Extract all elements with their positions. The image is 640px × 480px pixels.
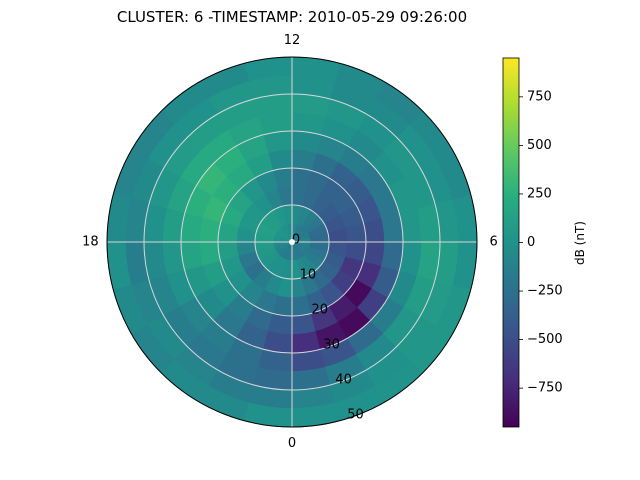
heatmap-cell	[180, 212, 204, 243]
radial-tick-label: 0	[292, 233, 300, 248]
angular-tick-labels: 12 6 0 18	[82, 33, 498, 451]
heatmap-cell	[291, 330, 322, 354]
chart-title: CLUSTER: 6 -TIMESTAMP: 2010-05-29 09:26:…	[116, 8, 468, 26]
heatmap-cell	[380, 212, 404, 243]
colorbar-tick-label: −250	[527, 284, 563, 299]
colorbar-tick-label: −500	[527, 332, 563, 347]
heatmap-cell	[262, 130, 293, 154]
origin-marker	[289, 239, 295, 245]
colorbar-tick-label: −750	[527, 381, 563, 396]
colorbar-tick-label: 0	[527, 235, 535, 250]
radial-tick-label: 50	[347, 408, 364, 423]
angular-tick-label: 6	[490, 235, 498, 250]
heatmap-cell	[180, 241, 204, 272]
radial-tick-label: 20	[312, 303, 329, 318]
heatmap-cell	[380, 241, 404, 272]
colorbar	[502, 57, 520, 428]
radial-tick-label: 40	[335, 373, 352, 388]
angular-tick-label: 12	[284, 33, 301, 48]
polar-grid	[107, 57, 477, 427]
polar-frame	[106, 56, 478, 428]
radial-tick-labels: 0 10 20 30 40 50	[292, 233, 364, 423]
angular-tick-label: 0	[288, 436, 296, 451]
heatmap-cell	[291, 130, 322, 154]
radial-tick-label: 30	[323, 338, 340, 353]
colorbar-tick-label: 500	[527, 138, 552, 153]
colorbar-ticks: −750 −500 −250 0 250 500 750	[519, 89, 563, 396]
angular-tick-label: 18	[82, 235, 99, 250]
colorbar-tick-label: 750	[527, 89, 552, 104]
radial-tick-label: 10	[300, 268, 317, 283]
colorbar-tick-label: 250	[527, 186, 552, 201]
colorbar-label: dB (nT)	[573, 221, 587, 265]
heatmap-cell	[262, 330, 293, 354]
